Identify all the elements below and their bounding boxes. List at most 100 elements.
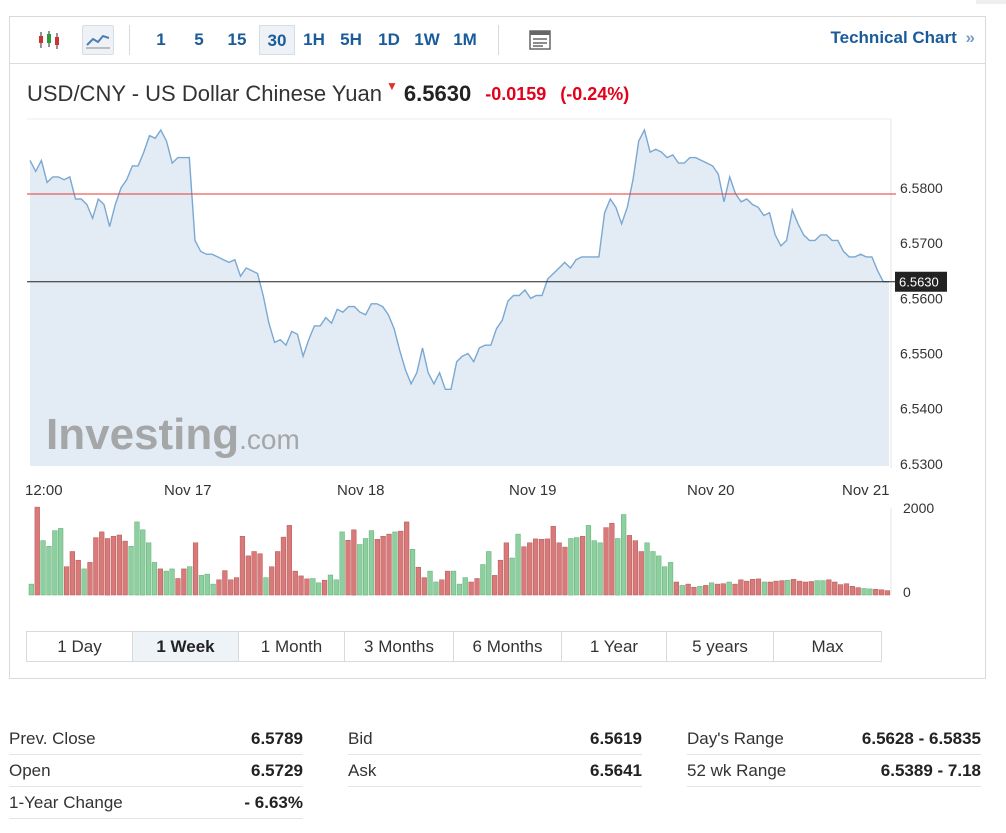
table-icon[interactable] [524,25,556,55]
stat-label: Ask [348,760,377,780]
volume-bar [738,579,744,596]
volume-bar [351,529,357,596]
stat-label: Day's Range [687,728,784,748]
volume-bar [609,522,615,596]
stat-row: Bid 6.5619 [348,723,642,755]
stat-row: Prev. Close 6.5789 [9,723,303,755]
volume-bar [362,538,369,596]
candlestick-icon[interactable] [33,25,65,55]
price-area-fill [30,130,889,466]
range-button-1-year[interactable]: 1 Year [562,632,667,661]
volume-bar [667,562,674,596]
volume-bar [34,506,40,596]
toolbar-divider [498,25,499,55]
interval-button-5[interactable]: 5 [194,30,204,49]
technical-chart-label: Technical Chart [830,28,957,47]
stat-label: 52 wk Range [687,760,787,780]
stat-row: Open 6.5729 [9,755,303,787]
volume-bar [175,578,181,596]
volume-bar [110,536,117,596]
volume-bar [257,553,263,596]
volume-bar [204,573,210,596]
interval-button-1m[interactable]: 1M [453,30,477,49]
volume-bar [75,559,81,596]
area-chart-icon[interactable] [82,25,114,55]
y-tick-label: 6.5300 [900,456,943,472]
stat-value: 6.5641 [590,760,642,780]
volume-bar [509,557,515,596]
volume-bar [574,537,580,596]
volume-bar [433,581,439,596]
volume-bar [298,575,304,596]
price-chart[interactable]: Investing.com6.53006.54006.55006.56006.5… [10,17,985,617]
double-chevron-icon: » [965,28,975,47]
volume-bar [603,527,609,596]
volume-bar [638,551,644,596]
range-button-1-week[interactable]: 1 Week [133,632,239,661]
volume-bar [187,566,193,596]
volume-bar [837,584,844,596]
volume-bar [679,585,685,596]
last-price: 6.5630 [403,81,472,106]
volume-bar [439,579,445,596]
stat-row: Day's Range 6.5628 - 6.5835 [687,723,981,755]
price-line [29,128,889,390]
volume-bar [63,566,70,596]
volume-bar [843,583,850,596]
volume-bar [703,585,709,596]
volume-bar [750,579,756,596]
volume-bar [867,588,873,596]
volume-bar [462,577,468,596]
stat-row: 52 wk Range 6.5389 - 7.18 [687,755,981,787]
volume-bar [181,568,187,596]
interval-button-1d[interactable]: 1D [378,30,400,49]
stat-label: 1-Year Change [9,792,123,812]
volume-bar [773,580,779,596]
stats-column-3: Day's Range 6.5628 - 6.5835 52 wk Range 6.5… [687,723,981,787]
volume-bar [533,538,539,596]
volume-bar [820,580,826,596]
volume-bar [538,539,545,596]
volume-bar [744,580,750,596]
down-arrow-icon: ▼ [386,79,398,93]
volume-bar [568,538,574,596]
range-button-5-years[interactable]: 5 years [667,632,774,661]
range-button-max[interactable]: Max [811,637,844,656]
interval-button-1[interactable]: 1 [156,30,166,49]
stat-value: 6.5619 [590,728,642,748]
volume-bar [380,536,386,596]
volume-bar [492,575,498,596]
stat-value: 6.5789 [251,728,303,748]
volume-bar [456,583,463,596]
volume-bar [87,562,93,596]
volume-bar [169,568,175,596]
volume-bar [767,581,773,596]
interval-button-1w[interactable]: 1W [414,30,440,49]
range-button-6-months[interactable]: 6 Months [454,632,562,661]
volume-bar [233,577,240,596]
volume-bar [656,555,662,596]
range-button-1-month[interactable]: 1 Month [239,632,345,661]
volume-bar [357,544,363,596]
volume-bar [556,542,562,596]
interval-button-1h[interactable]: 1H [303,30,325,49]
volume-bar [146,542,152,596]
chart-toolbar: 1 5 15 30 1H 5H 1D 1W 1M Technical Chart » [10,17,985,64]
y-tick-label: 6.5500 [900,345,943,361]
interval-button-5h[interactable]: 5H [340,30,362,49]
volume-bar [855,587,861,596]
volume-bar [251,551,257,596]
volume-bar [468,581,474,596]
stat-value: - 6.63% [244,792,303,812]
stat-label: Prev. Close [9,728,96,748]
range-button-3-months[interactable]: 3 Months [345,632,454,661]
volume-bar [802,581,808,596]
interval-button-30[interactable]: 30 [259,25,295,55]
stat-label: Bid [348,728,373,748]
interval-button-15[interactable]: 15 [227,30,247,49]
range-button-1-day[interactable]: 1 Day [27,632,133,661]
volume-bar [28,583,34,596]
volume-bar [245,555,251,596]
technical-chart-link[interactable]: Technical Chart » [831,28,975,48]
volume-bar [527,542,533,596]
